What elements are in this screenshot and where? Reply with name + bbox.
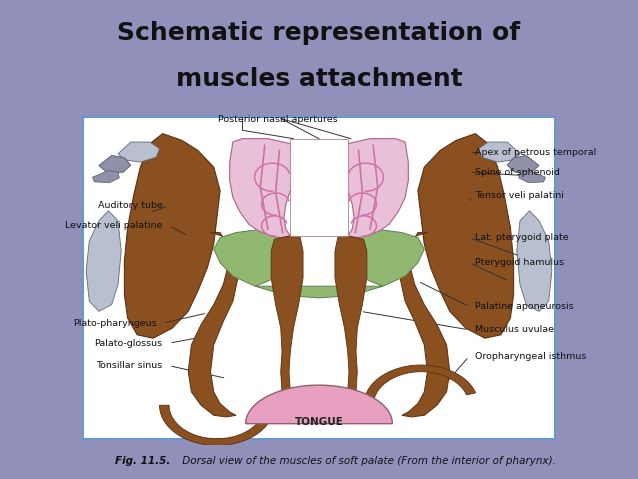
Text: TONGUE: TONGUE [295,417,343,427]
Text: Tonsillar sinus: Tonsillar sinus [96,361,163,370]
Polygon shape [400,233,450,417]
Polygon shape [86,211,121,311]
Polygon shape [290,139,348,236]
Polygon shape [271,236,303,403]
Text: Dorsal view of the muscles of soft palate (From the interior of pharynx).: Dorsal view of the muscles of soft palat… [179,456,556,466]
Text: Oropharyngeal isthmus: Oropharyngeal isthmus [475,352,587,361]
Polygon shape [118,142,160,162]
Text: Auditory tube: Auditory tube [98,201,163,210]
Polygon shape [519,171,545,182]
FancyBboxPatch shape [83,117,555,439]
Polygon shape [188,233,238,417]
Text: Plato-pharyngeus: Plato-pharyngeus [73,319,156,328]
Text: Posterior nasal apertures: Posterior nasal apertures [218,115,338,124]
Polygon shape [99,156,131,173]
Polygon shape [335,236,367,403]
Text: Palatine aponeurosis: Palatine aponeurosis [475,302,574,311]
Text: Lat. pterygoid plate: Lat. pterygoid plate [475,233,569,242]
Text: Levator veli palatine: Levator veli palatine [65,221,163,230]
Polygon shape [418,134,514,338]
Wedge shape [246,385,392,424]
Polygon shape [517,211,552,311]
Polygon shape [93,171,119,182]
Text: Pterygoid hamulus: Pterygoid hamulus [475,258,565,267]
Polygon shape [478,142,520,162]
Polygon shape [230,139,299,238]
Text: Fig. 11.5.: Fig. 11.5. [115,456,170,466]
Text: Schematic representation of: Schematic representation of [117,21,521,45]
Polygon shape [160,405,272,445]
Text: muscles attachment: muscles attachment [175,68,463,91]
Polygon shape [214,229,424,298]
Text: Tensor veli palatini: Tensor veli palatini [475,191,564,200]
Text: Apex of petrous temporal: Apex of petrous temporal [475,148,597,157]
Polygon shape [124,134,220,338]
Polygon shape [507,156,539,173]
Polygon shape [364,365,476,405]
Text: Spine of sphenoid: Spine of sphenoid [475,168,560,177]
Text: Musculus uvulae: Musculus uvulae [475,325,554,334]
Polygon shape [339,139,408,238]
Text: Palato-glossus: Palato-glossus [94,339,163,348]
